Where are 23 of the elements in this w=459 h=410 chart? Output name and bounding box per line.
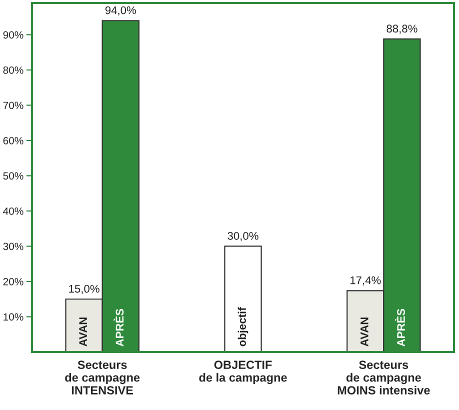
y-tick-label: 60%: [3, 136, 24, 144]
series-label: AVAN: [79, 318, 87, 346]
data-label: 88,8%: [386, 24, 418, 34]
y-tick-label: 40%: [3, 207, 24, 215]
y-tick-label: 30%: [3, 242, 24, 250]
y-tick-label: 80%: [3, 66, 24, 74]
x-tick-label: Secteurs de campagne MOINS intensive: [338, 360, 430, 394]
series-label: objectif: [238, 307, 248, 346]
y-tick-label: 90%: [3, 31, 24, 39]
text: AVAN: [360, 318, 368, 346]
y-tick-label: 70%: [3, 102, 24, 110]
y-tick-label: 50%: [3, 172, 24, 180]
bar: [224, 246, 262, 352]
x-tick-label: OBJECTIF de la campagne: [199, 360, 287, 384]
series-label: APRÈS: [114, 308, 124, 346]
y-tick-label: 20%: [3, 278, 24, 286]
text: APRÈS: [394, 308, 405, 346]
data-label: 15,0%: [69, 284, 100, 294]
y-tick-label: 10%: [4, 313, 24, 321]
data-label: 17,4%: [350, 276, 381, 286]
x-tick-label: Secteurs de campagne INTENSIVE: [65, 360, 140, 394]
data-label: 94,0%: [105, 6, 136, 16]
data-label: 30,0%: [228, 232, 258, 242]
